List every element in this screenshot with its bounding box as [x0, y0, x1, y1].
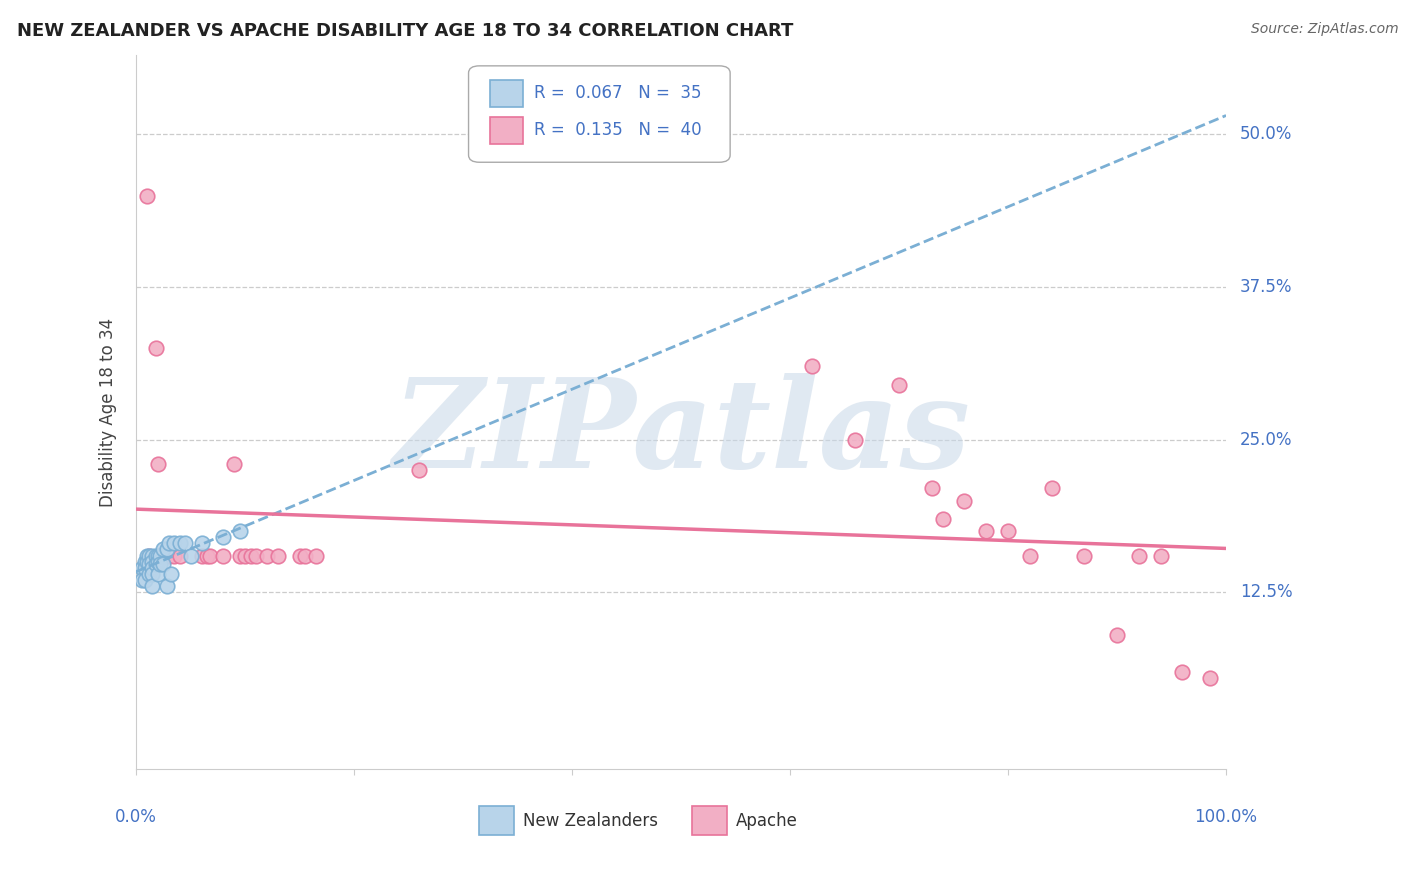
Point	[134, 555, 156, 569]
Point	[1073, 549, 1095, 563]
Y-axis label: Disability Age 18 to 34: Disability Age 18 to 34	[100, 318, 117, 507]
Point	[163, 549, 186, 563]
Point	[267, 549, 290, 563]
Point	[141, 555, 163, 569]
Point	[190, 536, 212, 550]
Point	[212, 549, 235, 563]
Point	[1018, 549, 1040, 563]
Point	[305, 549, 328, 563]
Point	[146, 457, 169, 471]
Text: Apache: Apache	[735, 812, 797, 830]
Text: 25.0%: 25.0%	[1240, 431, 1292, 449]
Point	[152, 549, 174, 563]
Point	[190, 549, 212, 563]
Point	[1107, 628, 1129, 642]
Text: R =  0.135   N =  40: R = 0.135 N = 40	[534, 121, 702, 139]
Point	[141, 579, 163, 593]
Point	[239, 549, 262, 563]
Point	[160, 566, 183, 581]
Point	[156, 579, 179, 593]
Text: R =  0.067   N =  35: R = 0.067 N = 35	[534, 84, 702, 102]
Point	[224, 457, 246, 471]
Point	[145, 549, 167, 563]
Text: 100.0%: 100.0%	[1195, 808, 1257, 826]
Text: New Zealanders: New Zealanders	[523, 812, 658, 830]
Text: 0.0%: 0.0%	[115, 808, 157, 826]
Point	[921, 482, 943, 496]
Point	[1198, 671, 1220, 685]
Point	[136, 188, 159, 202]
Point	[141, 549, 163, 563]
Point	[408, 463, 430, 477]
Point	[149, 557, 172, 571]
Point	[138, 549, 160, 563]
Point	[146, 566, 169, 581]
Point	[145, 557, 167, 571]
Text: ZIPatlas: ZIPatlas	[392, 373, 970, 494]
Point	[141, 561, 163, 575]
Point	[953, 493, 976, 508]
Point	[146, 555, 169, 569]
Point	[141, 566, 163, 581]
Point	[974, 524, 997, 539]
Point	[152, 557, 174, 571]
Point	[1128, 549, 1150, 563]
Point	[288, 549, 311, 563]
Point	[844, 433, 866, 447]
Point	[1040, 482, 1063, 496]
Text: 37.5%: 37.5%	[1240, 278, 1292, 296]
Point	[146, 549, 169, 563]
Point	[131, 561, 153, 575]
Point	[256, 549, 278, 563]
Point	[887, 377, 910, 392]
Point	[180, 549, 202, 563]
Point	[233, 549, 256, 563]
Point	[138, 566, 160, 581]
Point	[149, 549, 172, 563]
Point	[134, 573, 156, 587]
FancyBboxPatch shape	[479, 806, 515, 835]
FancyBboxPatch shape	[468, 66, 730, 162]
Text: NEW ZEALANDER VS APACHE DISABILITY AGE 18 TO 34 CORRELATION CHART: NEW ZEALANDER VS APACHE DISABILITY AGE 1…	[17, 22, 793, 40]
Point	[131, 573, 153, 587]
Point	[136, 549, 159, 563]
Point	[149, 549, 172, 563]
Point	[800, 359, 823, 374]
Point	[1171, 665, 1194, 679]
Point	[228, 549, 250, 563]
Point	[169, 549, 191, 563]
FancyBboxPatch shape	[692, 806, 727, 835]
FancyBboxPatch shape	[491, 80, 523, 107]
Point	[156, 542, 179, 557]
Text: 50.0%: 50.0%	[1240, 126, 1292, 144]
Point	[163, 536, 186, 550]
Point	[145, 341, 167, 355]
Point	[195, 549, 218, 563]
Point	[931, 512, 953, 526]
Point	[174, 536, 197, 550]
Point	[136, 555, 159, 569]
Point	[1150, 549, 1173, 563]
Point	[212, 530, 235, 544]
Point	[138, 557, 160, 571]
Point	[200, 549, 222, 563]
Point	[228, 524, 250, 539]
FancyBboxPatch shape	[491, 117, 523, 145]
Point	[169, 536, 191, 550]
Text: 12.5%: 12.5%	[1240, 583, 1292, 601]
Point	[157, 549, 180, 563]
Point	[997, 524, 1019, 539]
Text: Source: ZipAtlas.com: Source: ZipAtlas.com	[1251, 22, 1399, 37]
Point	[134, 561, 156, 575]
Point	[138, 549, 160, 563]
Point	[152, 542, 174, 557]
Point	[157, 536, 180, 550]
Point	[294, 549, 316, 563]
Point	[245, 549, 267, 563]
